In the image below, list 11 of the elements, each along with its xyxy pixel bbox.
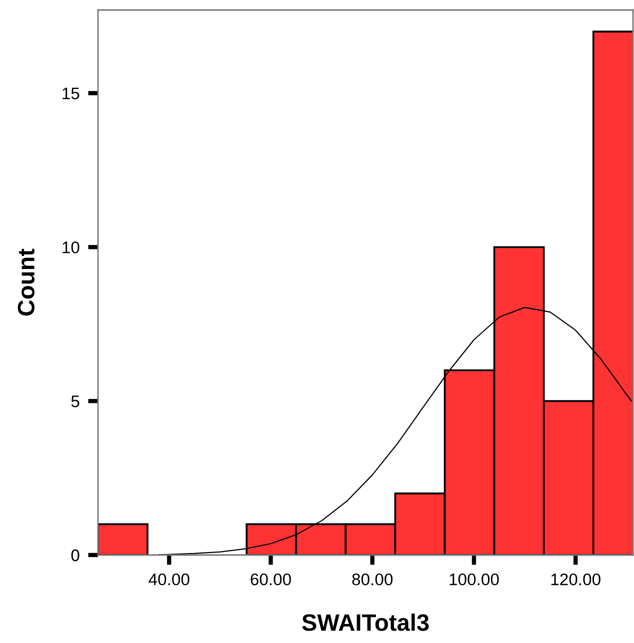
y-tick-label: 5	[71, 396, 80, 408]
x-tick-label: 120.00	[551, 573, 600, 586]
x-tick-label: 60.00	[250, 573, 291, 586]
y-tick-label: 0	[71, 549, 80, 562]
y-axis-title: Count	[18, 248, 35, 316]
x-tick-label: 80.00	[352, 573, 393, 586]
x-tick-label: 100.00	[450, 573, 499, 586]
y-tick-label: 15	[62, 88, 80, 100]
x-tick-label: 40.00	[148, 573, 190, 586]
y-tick-label: 10	[62, 241, 80, 254]
x-axis-title: SWAITotal3	[302, 614, 429, 631]
